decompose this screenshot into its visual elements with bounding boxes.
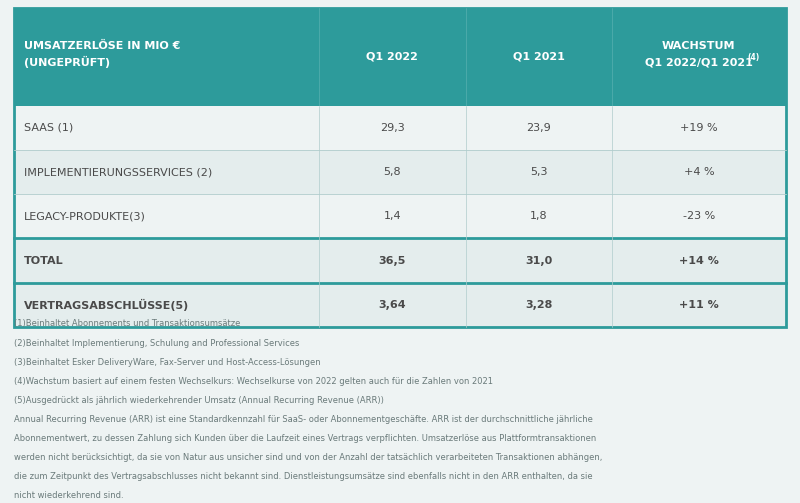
Bar xyxy=(466,8,612,106)
Text: Q1 2022: Q1 2022 xyxy=(366,52,418,61)
Text: Abonnementwert, zu dessen Zahlung sich Kunden über die Laufzeit eines Vertrags v: Abonnementwert, zu dessen Zahlung sich K… xyxy=(14,434,597,443)
Text: nicht wiederkehrend sind.: nicht wiederkehrend sind. xyxy=(14,491,124,500)
Text: (2)Beinhaltet Implementierung, Schulung and Professional Services: (2)Beinhaltet Implementierung, Schulung … xyxy=(14,339,300,348)
Bar xyxy=(14,194,786,238)
Text: 1,8: 1,8 xyxy=(530,211,548,221)
Text: (4)Wachstum basiert auf einem festen Wechselkurs: Wechselkurse von 2022 gelten a: (4)Wachstum basiert auf einem festen Wec… xyxy=(14,377,494,386)
Text: (5)Ausgedrückt als jährlich wiederkehrender Umsatz (Annual Recurring Revenue (AR: (5)Ausgedrückt als jährlich wiederkehren… xyxy=(14,396,384,405)
Text: +11 %: +11 % xyxy=(679,300,718,310)
Text: TOTAL: TOTAL xyxy=(24,256,64,266)
Text: UMSATZERLÖSE IN MIO €: UMSATZERLÖSE IN MIO € xyxy=(24,40,180,51)
Text: 23,9: 23,9 xyxy=(526,123,551,133)
Text: VERTRAGSABSCHLÜSSE(5): VERTRAGSABSCHLÜSSE(5) xyxy=(24,299,190,311)
Text: (3)Beinhaltet Esker DeliveryWare, Fax-Server und Host-Access-Lösungen: (3)Beinhaltet Esker DeliveryWare, Fax-Se… xyxy=(14,358,321,367)
Text: Q1 2022/Q1 2021: Q1 2022/Q1 2021 xyxy=(645,58,753,67)
Text: die zum Zeitpunkt des Vertragsabschlusses nicht bekannt sind. Dienstleistungsums: die zum Zeitpunkt des Vertragsabschlusse… xyxy=(14,472,593,481)
Text: +19 %: +19 % xyxy=(680,123,718,133)
Text: +14 %: +14 % xyxy=(679,256,718,266)
Bar xyxy=(14,8,786,327)
Text: 3,64: 3,64 xyxy=(378,300,406,310)
Bar xyxy=(319,8,466,106)
Text: IMPLEMENTIERUNGSSERVICES (2): IMPLEMENTIERUNGSSERVICES (2) xyxy=(24,167,212,177)
Text: +4 %: +4 % xyxy=(683,167,714,177)
Text: (1)Beinhaltet Abonnements und Transaktionsumsätze: (1)Beinhaltet Abonnements und Transaktio… xyxy=(14,319,241,328)
Bar xyxy=(14,283,786,327)
Text: WACHSTUM: WACHSTUM xyxy=(662,41,735,50)
Text: SAAS (1): SAAS (1) xyxy=(24,123,74,133)
Text: Q1 2021: Q1 2021 xyxy=(513,52,565,61)
Text: 1,4: 1,4 xyxy=(383,211,401,221)
Text: 36,5: 36,5 xyxy=(378,256,406,266)
Text: 29,3: 29,3 xyxy=(380,123,405,133)
Text: Annual Recurring Revenue (ARR) ist eine Standardkennzahl für SaaS- oder Abonneme: Annual Recurring Revenue (ARR) ist eine … xyxy=(14,415,594,424)
Bar xyxy=(14,238,786,283)
Bar xyxy=(14,8,319,106)
Text: werden nicht berücksichtigt, da sie von Natur aus unsicher sind und von der Anza: werden nicht berücksichtigt, da sie von … xyxy=(14,453,602,462)
Bar xyxy=(14,150,786,194)
Bar xyxy=(14,106,786,150)
Bar xyxy=(612,8,786,106)
Text: LEGACY-PRODUKTE(3): LEGACY-PRODUKTE(3) xyxy=(24,211,146,221)
Text: -23 %: -23 % xyxy=(682,211,715,221)
Text: 3,28: 3,28 xyxy=(525,300,553,310)
Text: 5,3: 5,3 xyxy=(530,167,547,177)
Text: (4): (4) xyxy=(747,53,759,62)
Text: (UNGEPRÜFT): (UNGEPRÜFT) xyxy=(24,55,110,68)
Text: 31,0: 31,0 xyxy=(525,256,553,266)
Text: 5,8: 5,8 xyxy=(383,167,401,177)
